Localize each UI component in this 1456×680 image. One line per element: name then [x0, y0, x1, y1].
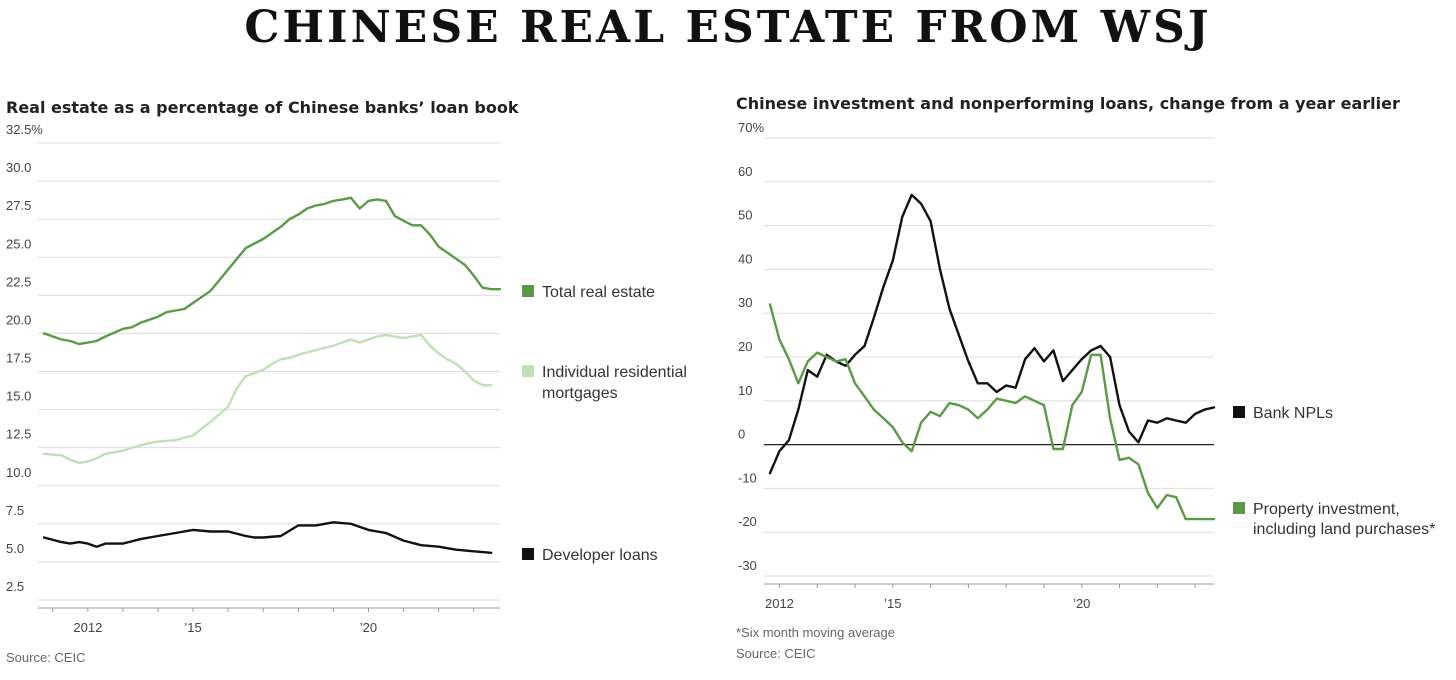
- chart-1-source: Source: CEIC: [6, 650, 86, 665]
- series-line-2-1: [768, 193, 1216, 475]
- y-tick-label: 20: [738, 339, 752, 354]
- legend-label: Total real estate: [542, 284, 655, 301]
- series-line-1-2: [42, 333, 493, 465]
- legend-label: mortgages: [542, 385, 618, 402]
- legend-label: Bank NPLs: [1253, 405, 1333, 422]
- banner-title: CHINESE REAL ESTATE FROM WSJ: [244, 2, 1212, 53]
- y-tick-label: 17.5: [6, 351, 31, 366]
- y-tick-label: 60: [738, 164, 752, 179]
- chart-2: -30 -20 -10 0 10 20 30 40 50 60 70% 2012 ’15 ’20 Bank …: [738, 120, 1435, 611]
- legend-swatch: [1233, 406, 1245, 418]
- y-tick-label: 25.0: [6, 236, 31, 251]
- x-tick-label: ’20: [1073, 596, 1090, 611]
- y-tick-label: 30.0: [6, 160, 31, 175]
- chart-1: 2.5 5.0 7.5 10.0 12.5 15.0 17.5 20.0 22.5 25.0 27.…: [6, 122, 687, 635]
- legend-swatch: [522, 548, 534, 560]
- y-tick-label: 50: [738, 208, 752, 223]
- x-tick-label: 2012: [765, 596, 794, 611]
- x-tick-label: ’15: [884, 596, 901, 611]
- y-tick-label: -10: [738, 470, 757, 485]
- x-tick-label: 2012: [73, 620, 102, 635]
- chart-1-title: Real estate as a percentage of Chinese b…: [6, 98, 519, 117]
- chart-2-source: Source: CEIC: [736, 646, 816, 661]
- legend-label: Property investment,: [1253, 501, 1400, 518]
- y-tick-label: 70%: [738, 120, 764, 135]
- y-tick-label: 22.5: [6, 274, 31, 289]
- chart-2-footnote: *Six month moving average: [736, 625, 895, 640]
- y-tick-label: 7.5: [6, 503, 24, 518]
- y-tick-label: 15.0: [6, 389, 31, 404]
- series-line-1-1: [42, 196, 502, 346]
- y-tick-label: 32.5%: [6, 122, 43, 137]
- y-tick-label: 20.0: [6, 312, 31, 327]
- y-tick-label: -30: [738, 558, 757, 573]
- legend-label: Individual residential: [542, 364, 687, 381]
- legend-swatch: [522, 285, 534, 297]
- y-tick-label: 27.5: [6, 198, 31, 213]
- y-tick-label: 12.5: [6, 427, 31, 442]
- legend-label: Developer loans: [542, 547, 658, 564]
- y-tick-label: -20: [738, 514, 757, 529]
- x-tick-label: ’15: [184, 620, 201, 635]
- series-line-2-2: [768, 303, 1216, 521]
- chart-2-title: Chinese investment and nonperforming loa…: [736, 94, 1400, 113]
- series-line-1-3: [42, 521, 493, 554]
- y-tick-label: 40: [738, 251, 752, 266]
- legend-label: including land purchases*: [1253, 521, 1435, 538]
- y-tick-label: 2.5: [6, 579, 24, 594]
- legend-swatch: [1233, 502, 1245, 514]
- legend-swatch: [522, 365, 534, 377]
- y-tick-label: 5.0: [6, 541, 24, 556]
- x-tick-label: ’20: [360, 620, 377, 635]
- y-tick-label: 0: [738, 427, 745, 442]
- y-tick-label: 10.0: [6, 465, 31, 480]
- y-tick-label: 10: [738, 383, 752, 398]
- y-tick-label: 30: [738, 295, 752, 310]
